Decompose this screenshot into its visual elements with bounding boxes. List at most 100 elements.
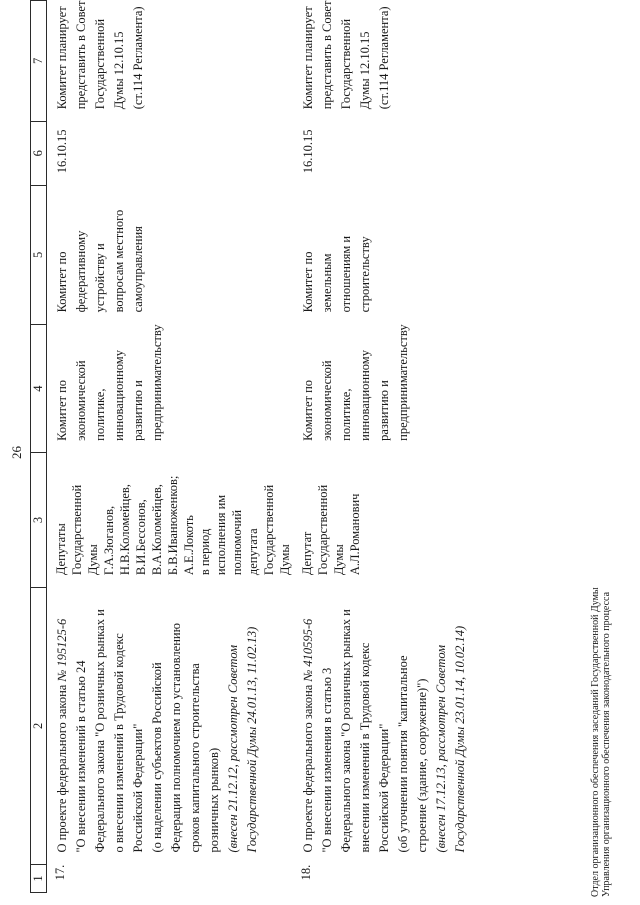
text-line: Г.А.Зюганов, [101, 453, 117, 575]
text-line: сроков капитального строительства [186, 587, 205, 852]
text-segment: (ст.114 Регламента) [131, 6, 145, 110]
text-line: Комитет по [53, 185, 72, 313]
text-line: Думы [85, 453, 101, 575]
text-line: Депутат [299, 453, 315, 575]
text-segment: самоуправления [131, 226, 145, 313]
text-segment: строительству [358, 236, 372, 313]
text-segment: Думы [332, 544, 346, 576]
text-segment: Депутаты [54, 523, 68, 576]
text-line: депутата [245, 453, 261, 575]
text-segment: Государственной [262, 484, 276, 576]
text-segment: федеративному [74, 230, 88, 313]
text-segment: (о наделении субъектов Российской [150, 662, 164, 853]
text-segment: инновационному [112, 350, 126, 441]
text-line: Комитет по [299, 324, 318, 441]
text-segment: депутата [246, 528, 260, 576]
text-line: О проекте федерального закона № 195125-6 [53, 587, 72, 853]
text-segment: политике, [339, 388, 353, 441]
text-line: строительству [356, 185, 375, 312]
text-segment: Государственной Думы 24.01.13, 11.02.13) [245, 626, 259, 853]
text-line: В.А.Коломейцев, [149, 453, 165, 575]
column-header: 1 [30, 864, 47, 893]
row-number-cell: 18. [299, 864, 313, 881]
text-line: Федерации полномочием по установлению [167, 587, 186, 852]
text-segment: инновационному [358, 350, 372, 441]
text-segment: Б.В.Иванюженков; [166, 475, 180, 576]
table-body: 17. О проекте федерального закона № 19512… [47, 1, 471, 893]
text-segment: полномочий [230, 509, 244, 576]
review-date-cell: 16.10.15 [47, 121, 294, 185]
table-row: 17. О проекте федерального закона № 19512… [47, 1, 294, 893]
text-segment: представить в Совет [320, 0, 334, 110]
text-line: Государственной [261, 453, 277, 575]
text-line: 16.10.15 [299, 121, 318, 174]
table-row: 18. О проекте федерального закона № 41059… [293, 1, 470, 893]
page-number: 26 [9, 446, 24, 459]
text-segment: В.А.Коломейцев, [150, 484, 164, 576]
text-segment: предпринимательству [150, 324, 164, 441]
text-line: 16.10.15 [53, 121, 72, 174]
text-segment: развитию и [131, 380, 145, 441]
text-segment: развитию и [377, 380, 391, 441]
text-segment: Думы 12.10.15 [358, 31, 372, 110]
text-segment: розничных рынков) [207, 747, 221, 853]
text-line: представить в Совет [72, 1, 91, 110]
text-segment: Комитет планирует [55, 6, 69, 110]
text-segment: исполнения им [214, 494, 228, 576]
text-line: Государственной Думы 24.01.13, 11.02.13) [243, 587, 262, 853]
text-segment: Государственной [70, 484, 84, 576]
review-date-cell: 16.10.15 [293, 121, 470, 185]
text-line: Думы [277, 453, 293, 575]
text-segment: Комитет по [301, 379, 315, 441]
text-segment: № 195125-6 [55, 618, 69, 682]
text-segment: "О внесении изменения в статью 3 [320, 667, 334, 853]
column-header: 6 [30, 121, 47, 186]
text-line: Думы 12.10.15 [110, 1, 129, 109]
text-segment: Н.В.Коломейцев, [118, 484, 132, 576]
co-executor-committee-cell: Комитет по федеративному устройству и вопро… [47, 185, 294, 324]
text-segment: внесении изменений в Трудовой кодекс [358, 642, 372, 853]
column-header: 5 [30, 185, 47, 325]
text-line: "О внесении изменений в статью 24 [72, 587, 91, 853]
text-line: полномочий [229, 453, 245, 575]
text-segment: Депутат [300, 531, 314, 576]
text-line: политике, [337, 324, 356, 441]
text-line: отношениям и [337, 185, 356, 313]
text-line: (ст.114 Регламента) [375, 1, 394, 109]
co-executor-committee-cell: Комитет по земельным отношениям и строитель… [293, 185, 470, 324]
text-line: Государственной [69, 453, 85, 575]
text-line: "О внесении изменения в статью 3 [318, 587, 337, 853]
text-line: Комитет по [299, 185, 318, 313]
text-line: инновационному [110, 324, 129, 441]
column-header: 7 [30, 0, 47, 122]
footer-line: Отдел организационного обеспечения засед… [590, 587, 601, 897]
text-line: (о наделении субъектов Российской [148, 587, 167, 852]
bill-title-cell: О проекте федерального закона № 410595-6… [293, 587, 470, 864]
text-segment: (внесен 21.12.12, рассмотрен Советом [226, 644, 240, 853]
text-segment: о внесении изменений в Трудовой кодекс [112, 633, 126, 853]
text-line: в период [197, 453, 213, 575]
text-segment: Государственной [316, 484, 330, 576]
text-segment: Комитет по [55, 251, 69, 313]
text-segment: Федерации полномочием по установлению [169, 623, 183, 853]
text-line: А.Л.Романович [347, 453, 363, 576]
text-line: политике, [91, 324, 110, 441]
text-line: вопросам местного [110, 185, 129, 313]
committee-plan-cell: Комитет планирует представить в Совет Госу… [293, 1, 470, 122]
text-segment: сроков капитального строительства [188, 663, 202, 853]
text-line: Федерального закона "О розничных рынках … [91, 587, 110, 852]
text-segment: "О внесении изменений в статью 24 [74, 660, 88, 853]
text-line: представить в Совет [318, 1, 337, 110]
text-segment: Федерального закона "О розничных рынках … [93, 609, 107, 853]
text-segment: А.Е.Локоть [182, 515, 196, 576]
text-segment: Комитет по [55, 379, 69, 441]
text-line: развитию и [129, 324, 148, 441]
text-line: (об уточнении понятия "капитальное [394, 587, 413, 852]
text-line: о внесении изменений в Трудовой кодекс [110, 587, 129, 852]
text-line: Государственной [91, 1, 110, 109]
text-line: А.Е.Локоть [181, 453, 197, 575]
column-header: 4 [30, 324, 47, 453]
